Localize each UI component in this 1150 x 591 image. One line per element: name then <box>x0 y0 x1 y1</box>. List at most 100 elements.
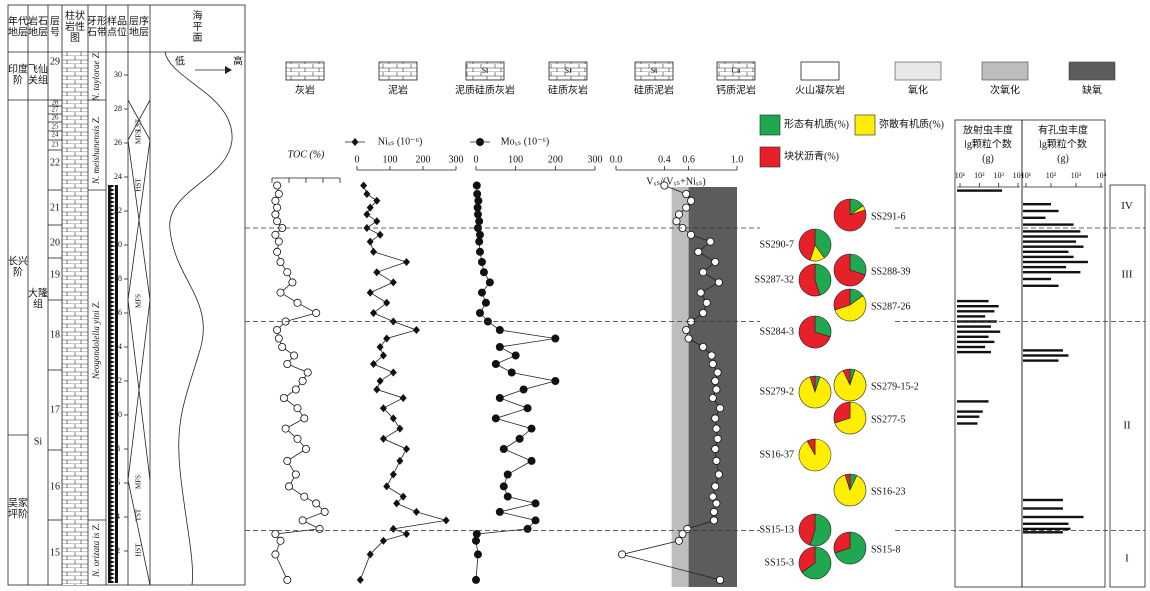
redox-label: 次氧化 <box>990 83 1020 96</box>
data-point <box>393 499 401 508</box>
pie-label: SS288-39 <box>871 266 910 277</box>
data-point <box>279 393 288 402</box>
chart-title: TOC (%) <box>288 149 325 160</box>
x-tick-label: 10⁴ <box>1096 171 1107 180</box>
x-tick-label: 10² <box>974 171 985 180</box>
data-point <box>376 230 384 239</box>
pie-slice <box>833 253 866 287</box>
data-point <box>396 424 404 433</box>
data-point <box>682 203 691 212</box>
data-point <box>710 507 719 516</box>
data-point <box>527 424 536 433</box>
data-point <box>702 298 711 307</box>
pie-label: SS277-5 <box>871 414 905 425</box>
data-point <box>442 516 450 525</box>
bar <box>957 415 980 418</box>
legend-swatch <box>759 146 781 168</box>
sequence-label: MFS <box>135 130 143 144</box>
sea-level-low: 低 <box>175 54 185 67</box>
data-point <box>485 278 494 287</box>
chart-title: Niₓₛ (10⁻⁶) <box>378 136 423 147</box>
data-point <box>527 456 536 465</box>
lithology-column <box>62 52 88 585</box>
pie-slice <box>833 369 867 402</box>
bar <box>957 299 989 303</box>
data-point <box>491 414 500 423</box>
stage-label: 长兴阶 <box>8 256 28 279</box>
data-point <box>379 434 387 443</box>
lithology-label: 泥岩 <box>388 83 408 96</box>
pie-slice <box>833 531 851 554</box>
x-tick-label: 0.4 <box>658 154 671 165</box>
data-point <box>370 247 377 256</box>
bed-number: 21 <box>50 202 60 213</box>
pie-slice <box>814 263 832 296</box>
sea-level-curve <box>164 51 233 586</box>
bed-number: 25 <box>52 123 60 131</box>
pie-slice <box>798 315 831 349</box>
data-point <box>284 482 293 491</box>
panel-title: 放射虫丰度 <box>963 123 1013 136</box>
depth-tick-label: 16 <box>114 308 122 317</box>
bar <box>957 410 983 413</box>
data-point <box>475 247 484 256</box>
bar <box>957 310 995 313</box>
bed-number: 29 <box>50 56 60 67</box>
lithology-swatch <box>800 61 840 81</box>
column-header: 海平面 <box>193 9 203 44</box>
data-point <box>412 326 420 334</box>
bed-number: 20 <box>50 237 60 248</box>
pie-slice <box>834 401 867 435</box>
bar <box>1023 235 1088 238</box>
data-point <box>475 237 484 246</box>
bar <box>957 422 978 425</box>
data-point <box>531 516 540 525</box>
bed-number: 19 <box>50 269 60 280</box>
data-point <box>412 507 420 516</box>
redox-swatch <box>981 61 1029 81</box>
data-point <box>708 492 717 501</box>
bed-number: 23 <box>52 141 60 149</box>
data-point <box>519 385 528 394</box>
data-point <box>674 536 683 545</box>
legend-swatch <box>854 114 876 136</box>
data-point <box>551 376 560 385</box>
data-point <box>471 575 480 584</box>
sequence-label: LST <box>135 118 143 131</box>
bar <box>1023 354 1069 357</box>
panel-title: (g) <box>1057 153 1069 164</box>
data-point <box>672 217 681 226</box>
lithology-swatch <box>634 61 674 81</box>
x-tick-label: 10¹ <box>955 171 966 180</box>
bed-number: 16 <box>50 481 60 492</box>
profile-line <box>475 185 556 580</box>
data-point <box>383 482 391 491</box>
data-point <box>283 359 292 368</box>
pie-slice <box>798 228 816 261</box>
sequence-lines <box>127 99 151 586</box>
data-point <box>389 524 397 533</box>
data-point <box>699 342 708 351</box>
data-point <box>499 444 508 453</box>
depth-tick-label: 14 <box>114 342 122 351</box>
data-point <box>495 342 504 351</box>
bar <box>1023 209 1059 213</box>
pie-slice <box>801 546 832 580</box>
data-point <box>389 278 397 287</box>
data-point <box>278 342 287 351</box>
sea-level-high: 高 <box>233 54 243 67</box>
bar <box>1023 265 1067 269</box>
data-point <box>373 196 381 205</box>
data-point <box>473 210 482 219</box>
data-point <box>683 524 692 533</box>
data-point <box>511 351 520 360</box>
data-point <box>699 268 708 277</box>
pie-label: SS290-7 <box>760 239 794 250</box>
bar <box>957 189 1003 192</box>
data-point <box>403 530 410 538</box>
data-point <box>708 359 717 368</box>
data-point <box>276 288 285 297</box>
data-point <box>706 237 715 246</box>
panel-title: lg颗粒个数 <box>1039 137 1087 150</box>
